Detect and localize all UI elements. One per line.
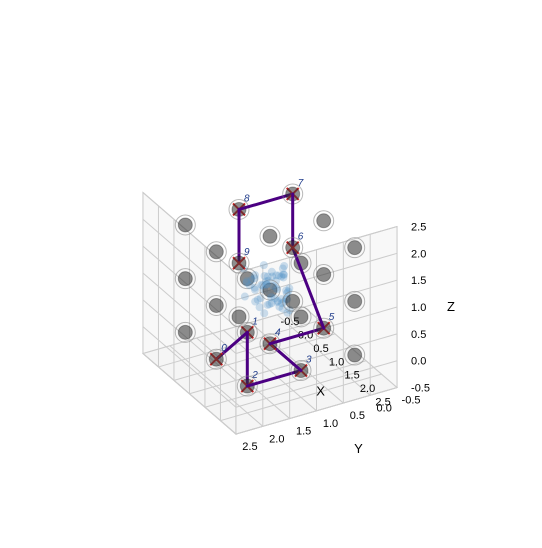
- 3d-plot: -0.50.00.51.01.52.02.5-0.50.00.51.01.52.…: [0, 0, 542, 548]
- cloud-point: [251, 274, 259, 282]
- cloud-point: [260, 261, 268, 269]
- lattice-dot: [286, 294, 300, 308]
- lattice-dot: [209, 299, 223, 313]
- lattice-dot: [317, 214, 331, 228]
- x-tick: 1.5: [344, 370, 359, 382]
- lattice-dot: [178, 272, 192, 286]
- y-axis-label: Y: [354, 441, 363, 456]
- lattice-dot: [209, 352, 223, 366]
- lattice-dot: [178, 218, 192, 232]
- cloud-point: [264, 301, 272, 309]
- z-tick: 0.5: [411, 329, 426, 341]
- cloud-point: [261, 272, 269, 280]
- lattice-dot: [348, 241, 362, 255]
- lattice-dot: [294, 310, 308, 324]
- cloud-point: [275, 272, 283, 280]
- y-tick: 0.5: [350, 410, 365, 422]
- cloud-point: [241, 293, 249, 301]
- x-tick: 1.0: [329, 356, 344, 368]
- x-axis-label: X: [316, 383, 325, 398]
- z-tick: 2.5: [411, 221, 426, 233]
- z-tick: 2.0: [411, 248, 426, 260]
- x-tick: 2.0: [360, 383, 375, 395]
- y-tick: -0.5: [402, 395, 421, 407]
- z-tick: -0.5: [411, 383, 430, 395]
- z-tick: 1.5: [411, 275, 426, 287]
- y-tick: 2.5: [242, 441, 257, 453]
- y-tick: 1.5: [296, 426, 311, 438]
- y-tick: 0.0: [377, 402, 392, 414]
- lattice-dot: [232, 256, 246, 270]
- cloud-point: [271, 294, 279, 302]
- cloud-point: [254, 296, 262, 304]
- z-tick: 1.0: [411, 302, 426, 314]
- lattice-dot: [178, 325, 192, 339]
- cloud-point: [262, 280, 270, 288]
- z-tick: 0.0: [411, 356, 426, 368]
- lattice-dot: [317, 268, 331, 282]
- lattice-dot: [232, 310, 246, 324]
- lattice-dot: [263, 229, 277, 243]
- z-axis-label: Z: [447, 299, 455, 314]
- cloud-point: [273, 285, 281, 293]
- cloud-point: [246, 281, 254, 289]
- y-tick: 2.0: [269, 433, 284, 445]
- lattice-dot: [286, 241, 300, 255]
- lattice-dot: [209, 245, 223, 259]
- lattice-dot: [348, 348, 362, 362]
- lattice-dot: [348, 294, 362, 308]
- x-tick: 0.5: [313, 343, 328, 355]
- y-tick: 1.0: [323, 418, 338, 430]
- cloud-point: [279, 264, 287, 272]
